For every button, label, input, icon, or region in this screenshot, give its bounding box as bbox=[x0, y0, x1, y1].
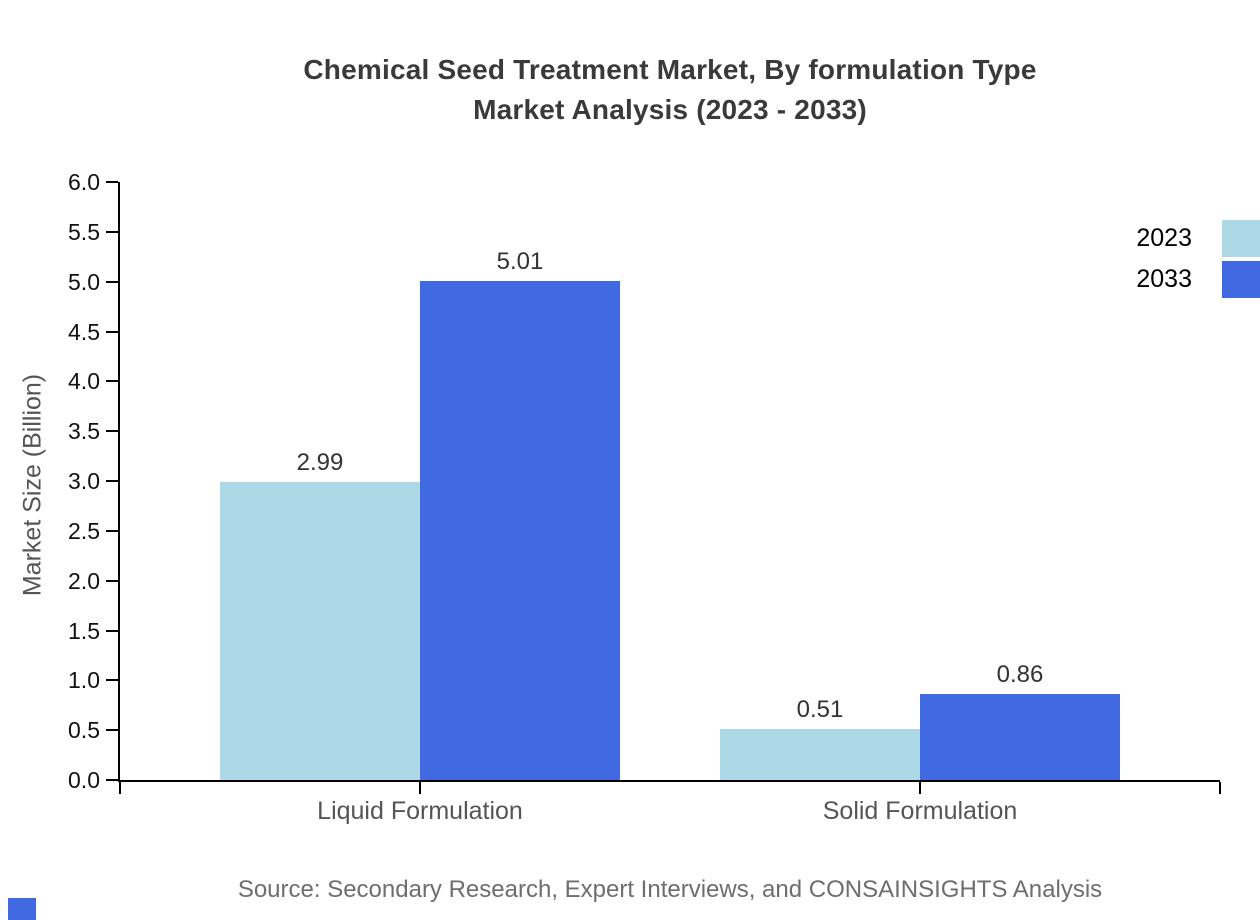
plot-area: 0.0 0.5 1.0 1.5 2.0 2.5 3.0 3.5 4.0 4.5 5.0 5.5 6.0 L… bbox=[68, 169, 1221, 825]
y-tick-mark bbox=[106, 480, 118, 482]
y-tick-mark bbox=[106, 629, 118, 632]
y-tick-mark bbox=[106, 230, 118, 233]
y-tick-label: 3.0 bbox=[68, 468, 100, 494]
y-tick-mark bbox=[106, 579, 118, 582]
bar-value-label: 0.86 bbox=[996, 661, 1044, 689]
y-tick-mark bbox=[106, 181, 118, 183]
y-tick-mark bbox=[106, 330, 118, 333]
x-axis-end-tick bbox=[1219, 782, 1221, 794]
y-tick-label: 1.0 bbox=[68, 667, 100, 694]
y-tick-mark bbox=[106, 529, 118, 532]
y-tick-label: 4.5 bbox=[68, 318, 100, 345]
legend-label: 2033 bbox=[1136, 265, 1192, 293]
brand-mark bbox=[8, 898, 36, 920]
x-category-label: Liquid Formulation bbox=[317, 797, 523, 825]
chart-title-line1: Chemical Seed Treatment Market, By formu… bbox=[303, 54, 1037, 85]
bar-value-label: 2.99 bbox=[296, 449, 344, 476]
y-tick-mark bbox=[106, 280, 118, 283]
x-category-label: Solid Formulation bbox=[822, 797, 1018, 825]
y-tick-label: 5.5 bbox=[68, 218, 100, 245]
bar-2023 bbox=[220, 482, 420, 780]
y-tick-label: 2.0 bbox=[68, 567, 100, 594]
x-tick-mark bbox=[919, 782, 921, 794]
y-tick-label: 4.0 bbox=[68, 368, 100, 395]
legend-item: 2033 bbox=[1136, 261, 1260, 298]
chart-title-line2: Market Analysis (2023 - 2033) bbox=[473, 94, 867, 125]
y-tick-label: 0.5 bbox=[68, 717, 100, 744]
y-tick-mark bbox=[106, 430, 118, 433]
source-note: Source: Secondary Research, Expert Inter… bbox=[237, 876, 1103, 903]
bar-value-label: 5.01 bbox=[496, 247, 544, 275]
y-tick-label: 0.0 bbox=[68, 767, 100, 793]
bar-2033 bbox=[420, 280, 620, 780]
legend-swatch bbox=[1222, 261, 1260, 298]
x-tick-mark bbox=[419, 782, 421, 794]
legend: 2023 2033 bbox=[1136, 220, 1260, 298]
x-axis-end-tick bbox=[119, 782, 121, 794]
y-tick-mark bbox=[106, 729, 118, 732]
chart-title: Chemical Seed Treatment Market, By formu… bbox=[80, 50, 1260, 130]
legend-label: 2023 bbox=[1136, 224, 1192, 252]
y-tick-mark bbox=[106, 380, 118, 383]
bar-2033 bbox=[920, 694, 1120, 780]
y-tick-label: 2.5 bbox=[68, 517, 100, 544]
y-tick-label: 3.5 bbox=[68, 418, 100, 445]
y-tick-label: 6.0 bbox=[68, 169, 100, 195]
y-tick-mark bbox=[106, 679, 118, 682]
y-tick-mark bbox=[106, 779, 118, 781]
legend-swatch bbox=[1222, 220, 1260, 257]
bar-value-label: 0.51 bbox=[796, 696, 844, 724]
y-tick-label: 1.5 bbox=[68, 617, 100, 644]
bar-2023 bbox=[720, 729, 920, 780]
y-tick-label: 5.0 bbox=[68, 268, 100, 295]
legend-item: 2023 bbox=[1136, 220, 1260, 257]
